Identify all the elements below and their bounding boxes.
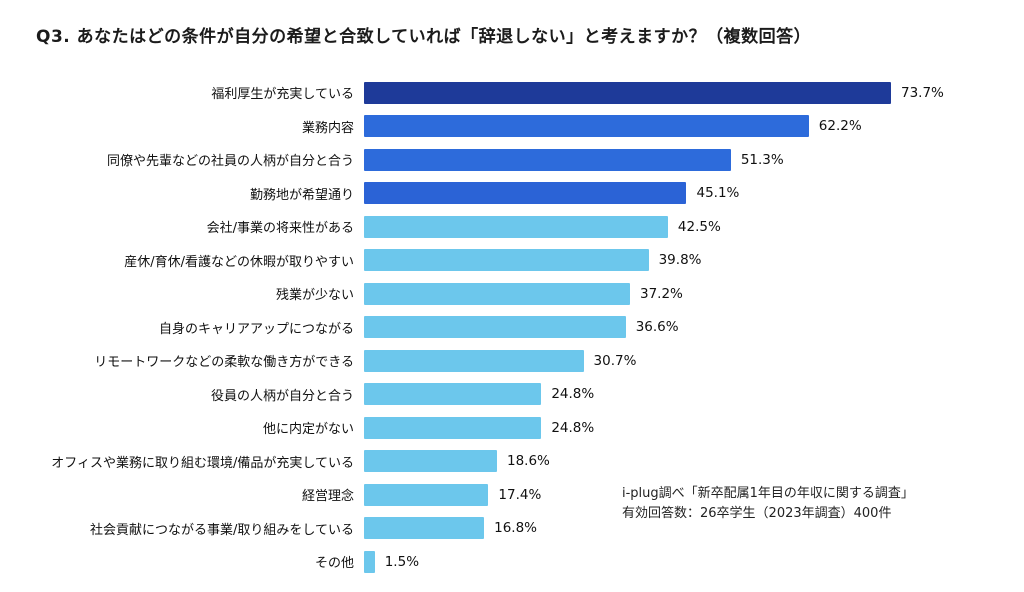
bar [364,148,731,171]
bar-row: 経営理念 17.4% [0,478,1024,512]
category-label: 経営理念 [301,489,354,505]
category-label: 勤務地が希望通り [249,187,354,203]
value-label: 24.8% [551,419,595,436]
value-label: 51.3% [740,151,784,168]
bar-row: 業務内容 62.2% [0,110,1024,144]
category-label: 会社/事業の将来性がある [206,221,354,237]
bar [364,450,497,473]
bar-row: オフィスや業務に取り組む環境/備品が充実している 18.6% [0,445,1024,479]
bar [364,416,542,439]
bar-chart: 福利厚生が充実している 73.7% 業務内容 62.2% 同僚や先輩などの社員の人柄が自… [0,76,1024,579]
bar-track: 36.6% [364,316,1024,339]
value-label: 45.1% [696,185,740,202]
category-label: その他 [314,556,354,572]
bar [364,282,630,305]
value-label: 36.6% [635,319,679,336]
bar-track: 73.7% [364,81,1024,104]
value-label: 17.4% [498,486,542,503]
bar-track: 45.1% [364,182,1024,205]
value-label: 18.6% [507,453,550,470]
bar [364,483,489,506]
category-label: 業務内容 [301,120,354,136]
category-label: 社会貢献につながる事業/取り組みをしている [90,522,354,538]
bar [364,215,668,238]
category-label: 同僚や先輩などの社員の人柄が自分と合う [106,154,354,170]
category-label: 残業が少ない [275,288,354,304]
bar-track: 16.8% [364,517,1024,540]
value-label: 24.8% [551,386,595,403]
bar-track: 62.2% [364,115,1024,138]
category-label: 他に内定がない [262,422,354,438]
bar-row: 会社/事業の将来性がある 42.5% [0,210,1024,244]
bar [364,182,687,205]
bar [364,249,649,272]
bar-track: 17.4% [364,483,1024,506]
bar [364,517,485,540]
bar-row: 役員の人柄が自分と合う 24.8% [0,378,1024,412]
bar-track: 1.5% [364,550,1024,573]
source-note-line2: 有効回答数：26卒学生（2023年調査）400件 [622,506,892,522]
source-note-line1: i-plug調べ「新卒配属1年目の年収に関する調査」 [622,486,914,501]
bar-row: 残業が少ない 37.2% [0,277,1024,311]
category-label: オフィスや業務に取り組む環境/備品が充実している [51,455,354,471]
bar [364,550,375,573]
bar-track: 42.5% [364,215,1024,238]
source-note: i-plug調べ「新卒配属1年目の年収に関する調査」 有効回答数：26卒学生（2… [622,484,914,524]
category-label: 役員の人柄が自分と合う [210,388,354,404]
page-title: Q3. あなたはどの条件が自分の希望と合致していれば「辞退しない」と考えますか？… [36,27,812,47]
bar [364,383,542,406]
value-label: 1.5% [384,553,420,570]
bar-track: 24.8% [364,416,1024,439]
value-label: 42.5% [677,218,721,235]
bar [364,316,626,339]
bar [364,349,584,372]
category-label: 自身のキャリアアップにつながる [158,321,354,337]
bar-row: リモートワークなどの柔軟な働き方ができる 30.7% [0,344,1024,378]
value-label: 16.8% [494,520,538,537]
bar-row: 社会貢献につながる事業/取り組みをしている 16.8% [0,512,1024,546]
value-label: 30.7% [593,352,637,369]
bar-row: その他 1.5% [0,545,1024,579]
value-label: 62.2% [818,118,862,135]
value-label: 37.2% [640,285,683,302]
bar-row: 福利厚生が充実している 73.7% [0,76,1024,110]
value-label: 73.7% [901,84,944,101]
bar-row: 他に内定がない 24.8% [0,411,1024,445]
bar-row: 勤務地が希望通り 45.1% [0,177,1024,211]
category-label: 産休/育休/看護などの休暇が取りやすい [124,254,354,270]
bar-row: 同僚や先輩などの社員の人柄が自分と合う 51.3% [0,143,1024,177]
bar-track: 30.7% [364,349,1024,372]
category-label: リモートワークなどの柔軟な働き方ができる [94,355,354,371]
value-label: 39.8% [658,252,702,269]
bar [364,81,891,104]
bar-track: 24.8% [364,383,1024,406]
bar-track: 39.8% [364,249,1024,272]
bar-track: 51.3% [364,148,1024,171]
bar-row: 産休/育休/看護などの休暇が取りやすい 39.8% [0,244,1024,278]
bar-track: 18.6% [364,450,1024,473]
bar-track: 37.2% [364,282,1024,305]
bar [364,115,809,138]
category-label: 福利厚生が充実している [211,87,354,103]
bar-row: 自身のキャリアアップにつながる 36.6% [0,311,1024,345]
